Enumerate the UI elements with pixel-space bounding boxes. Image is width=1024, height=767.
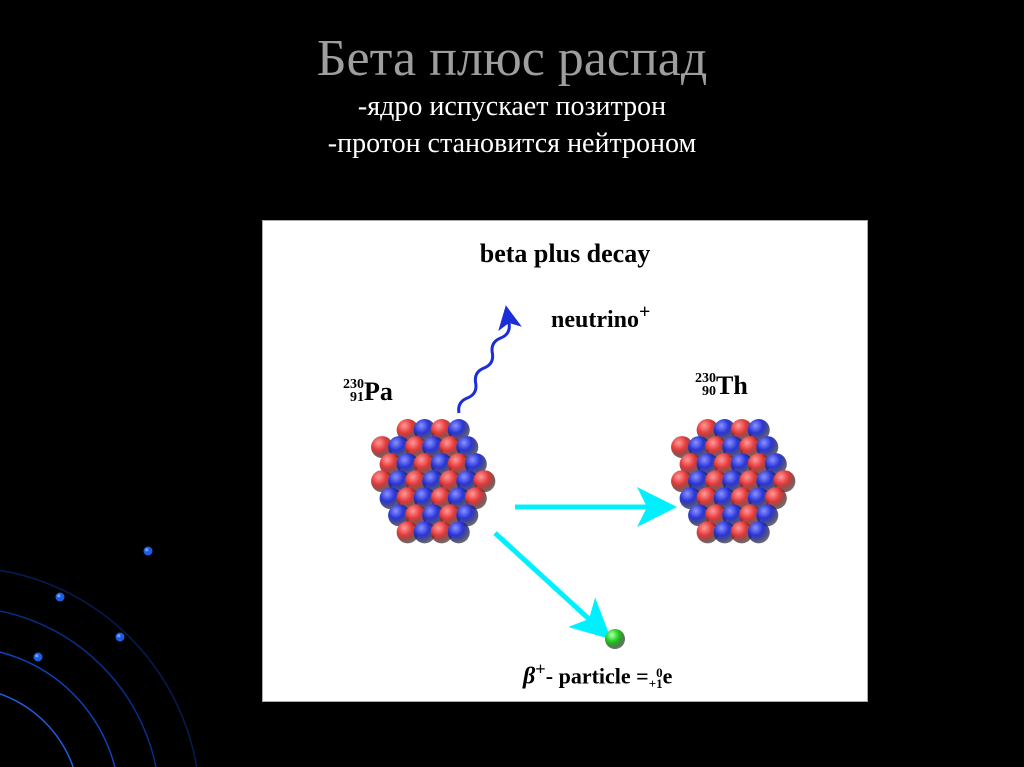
title-main: Бета плюс распад	[0, 30, 1024, 87]
diagram-box: beta plus decay neutrino+ 230 91 Pa 230 …	[262, 220, 868, 702]
corner-decoration	[0, 507, 260, 767]
title-sub-1: -ядро испускает позитрон	[0, 89, 1024, 124]
diagram-svg	[263, 221, 867, 701]
title-block: Бета плюс распад -ядро испускает позитро…	[0, 30, 1024, 161]
title-sub-2: -протон становится нейтроном	[0, 126, 1024, 161]
